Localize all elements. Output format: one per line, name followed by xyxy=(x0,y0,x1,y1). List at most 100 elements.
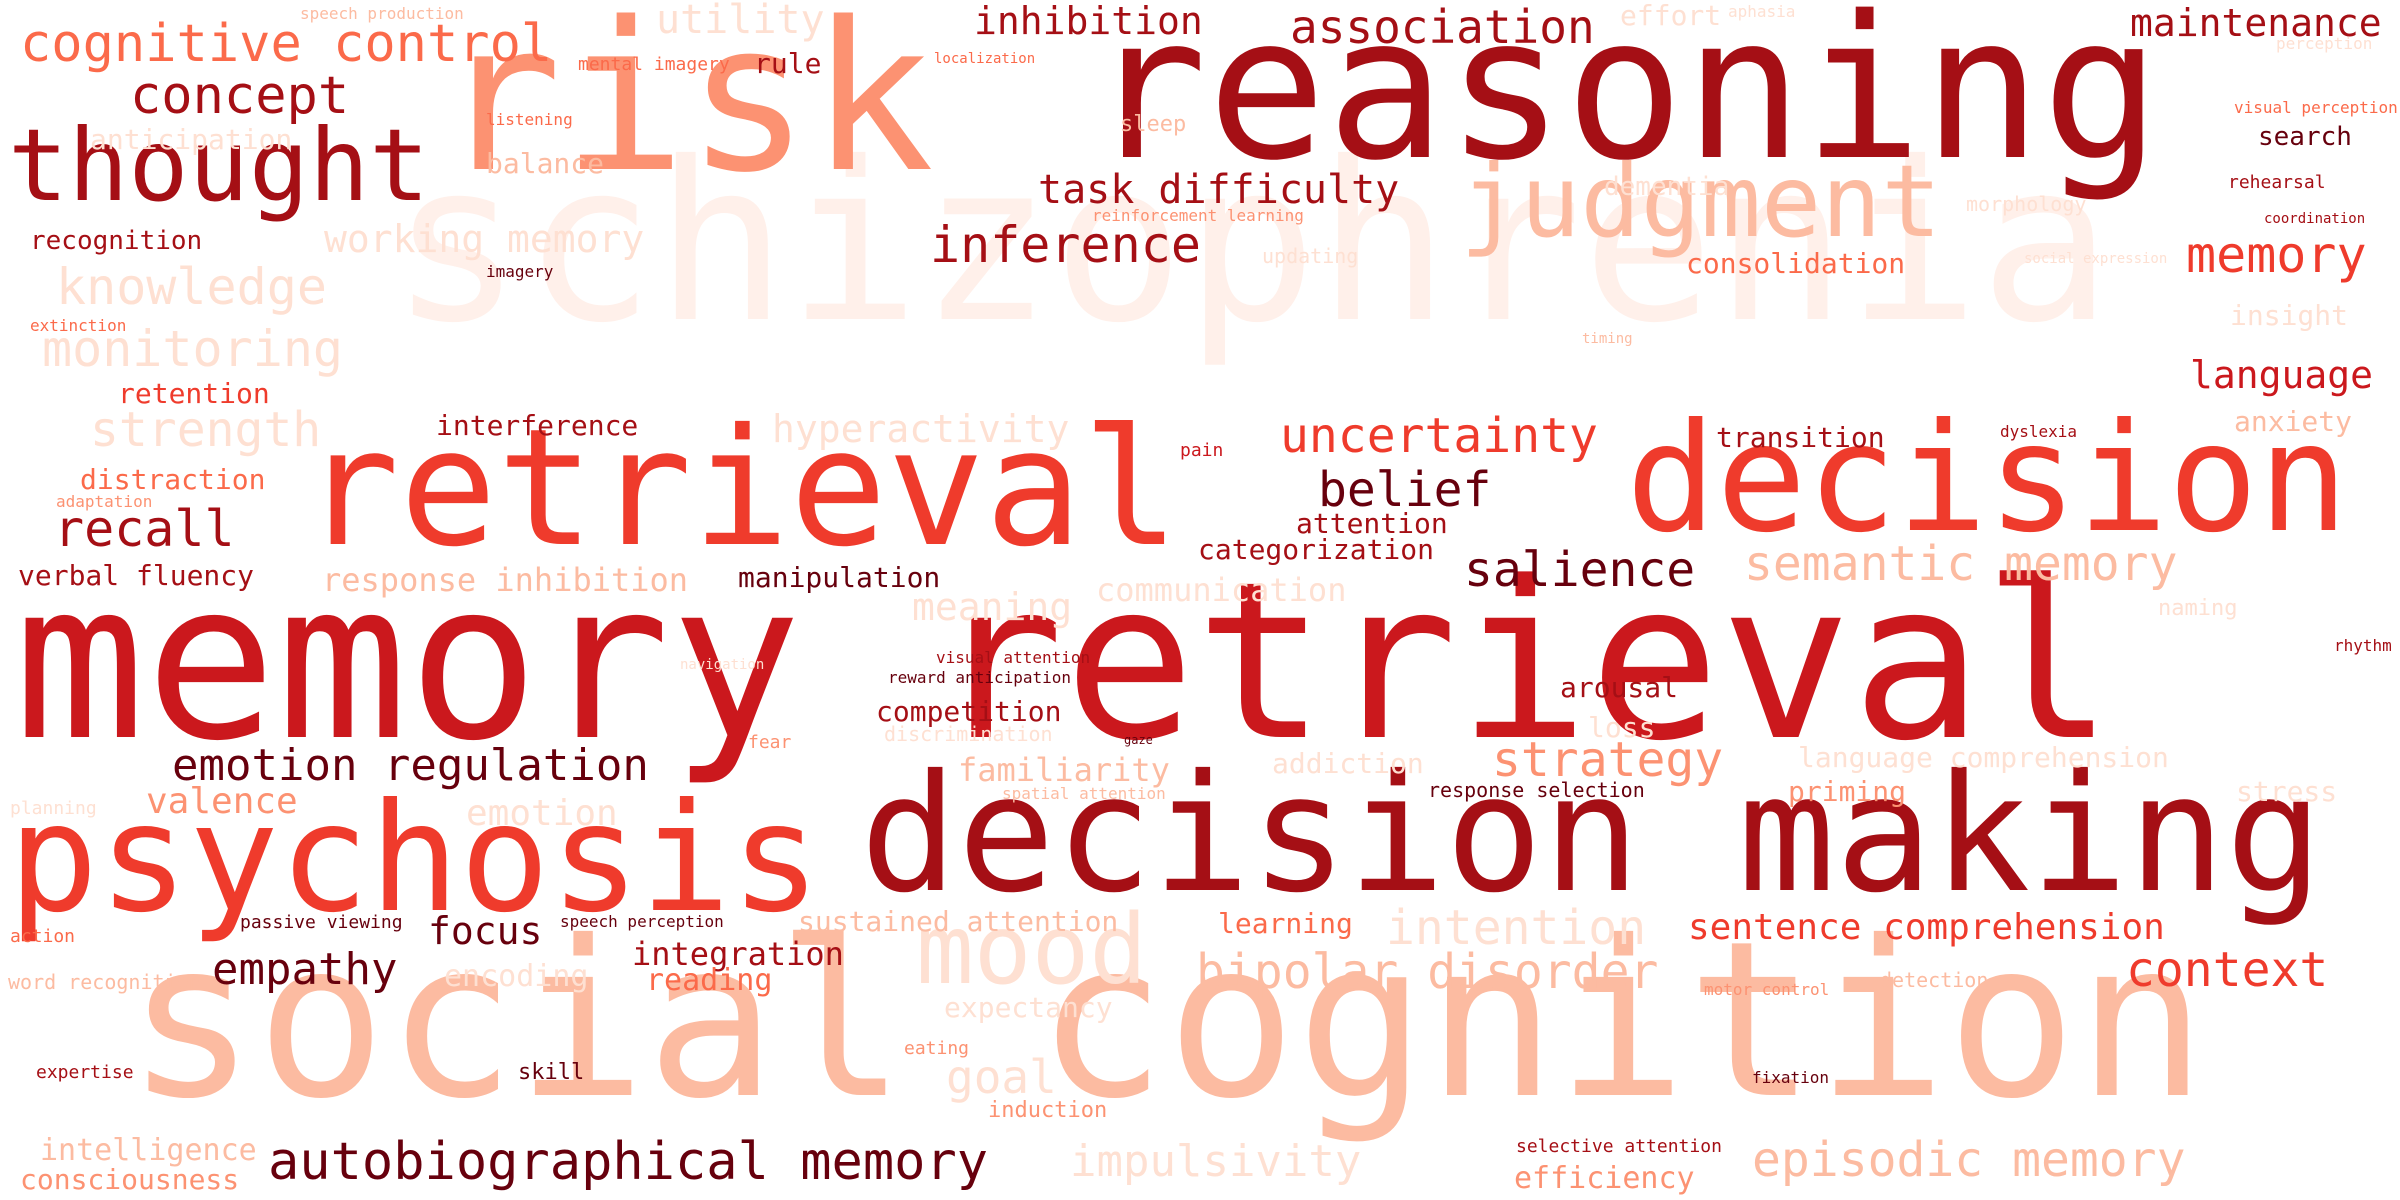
word: speech production xyxy=(300,4,464,23)
word: risk xyxy=(438,0,935,218)
word: selective attention xyxy=(1516,1136,1722,1157)
word: goal xyxy=(946,1050,1057,1104)
word: strength xyxy=(90,402,322,458)
word: timing xyxy=(1582,331,1633,347)
word: balance xyxy=(486,147,605,180)
word: skill xyxy=(518,1060,585,1085)
word: expectancy xyxy=(944,991,1113,1024)
word: morphology xyxy=(1966,192,2087,216)
word: speech perception xyxy=(560,912,724,931)
word: consciousness xyxy=(20,1163,240,1196)
word: learning xyxy=(1218,907,1353,940)
word: mental imagery xyxy=(578,54,730,75)
word: discrimination xyxy=(884,722,1053,746)
word: fear xyxy=(748,732,792,753)
word: competition xyxy=(876,695,1062,728)
word: induction xyxy=(988,1098,1108,1123)
word: integration xyxy=(632,935,844,973)
word: reward anticipation xyxy=(888,668,1072,687)
word: retention xyxy=(118,377,270,410)
word: passive viewing xyxy=(240,912,403,933)
word: perception xyxy=(2276,34,2373,53)
word: navigation xyxy=(680,657,765,673)
word: reasoning xyxy=(1088,0,2161,204)
word: planning xyxy=(10,798,97,819)
word: aphasia xyxy=(1728,2,1796,21)
word: adaptation xyxy=(56,492,153,511)
word: task difficulty xyxy=(1038,167,1400,213)
word: semantic memory xyxy=(1744,536,2178,592)
word: imagery xyxy=(486,262,554,281)
word: maintenance xyxy=(2130,1,2382,45)
word: empathy xyxy=(212,944,398,995)
word: extinction xyxy=(30,316,127,335)
word: psychosis xyxy=(8,772,821,946)
word: naming xyxy=(2158,596,2238,621)
word: fixation xyxy=(1752,1068,1830,1087)
word: addiction xyxy=(1272,747,1424,780)
word: schizophrenia xyxy=(390,115,2112,371)
word: localization xyxy=(934,51,1036,67)
word: association xyxy=(1290,0,1595,54)
word: intention xyxy=(1386,900,1647,956)
word: priming xyxy=(1788,775,1907,808)
word: memory xyxy=(2186,226,2367,284)
word: search xyxy=(2258,122,2352,152)
word: inference xyxy=(930,216,1201,274)
word: response inhibition xyxy=(322,561,689,599)
word: verbal fluency xyxy=(18,559,255,592)
word: interference xyxy=(436,409,639,442)
word: motor control xyxy=(1704,980,1830,999)
word: rehearsal xyxy=(2228,172,2326,193)
word: bipolar disorder xyxy=(1196,944,1659,1000)
word: intelligence xyxy=(40,1133,257,1168)
word: autobiographical memory xyxy=(268,1132,989,1192)
word: dyslexia xyxy=(2000,422,2078,441)
word: salience xyxy=(1464,542,1696,598)
word: meaning xyxy=(912,585,1073,629)
word: context xyxy=(2126,942,2329,998)
word: social cognition xyxy=(126,895,2207,1146)
word: language comprehension xyxy=(1798,741,2169,774)
word: working memory xyxy=(324,217,645,261)
word: word recognition xyxy=(8,970,201,994)
word: stress xyxy=(2236,775,2338,808)
word: response selection xyxy=(1428,778,1645,802)
word: attention xyxy=(1296,507,1448,540)
word: emotion xyxy=(466,793,618,834)
word: efficiency xyxy=(1514,1161,1695,1196)
word: valence xyxy=(146,781,298,822)
word: visual attention xyxy=(936,648,1091,667)
word: familiarity xyxy=(958,751,1170,789)
word: gaze xyxy=(1124,733,1153,747)
word: listening xyxy=(486,110,573,129)
word: decision making xyxy=(860,741,2323,929)
word: updating xyxy=(1262,244,1359,268)
word: emotion regulation xyxy=(172,740,649,791)
word: detection xyxy=(1880,968,1989,992)
word: focus xyxy=(428,909,543,953)
word: insight xyxy=(2230,299,2349,332)
word: distraction xyxy=(80,463,266,496)
word: spatial attention xyxy=(1002,784,1166,803)
word: decision xyxy=(1626,392,2349,566)
word: transition xyxy=(1716,421,1885,454)
word: utility xyxy=(656,0,825,43)
word: pain xyxy=(1180,440,1224,461)
word: recall xyxy=(54,500,235,558)
word: communication xyxy=(1096,571,1347,609)
word: visual perception xyxy=(2234,98,2398,117)
word: language xyxy=(2190,353,2374,397)
word: rule xyxy=(754,47,822,80)
word: thought xyxy=(8,107,430,224)
word: consolidation xyxy=(1686,247,1906,280)
word: manipulation xyxy=(738,561,941,594)
word: uncertainty xyxy=(1280,408,1598,464)
word: expertise xyxy=(36,1062,134,1083)
word: concept xyxy=(130,66,350,126)
word: coordination xyxy=(2264,211,2366,227)
word: mood xyxy=(916,894,1148,1006)
word: judgment xyxy=(1460,143,1942,260)
word: reinforcement learning xyxy=(1092,206,1304,225)
